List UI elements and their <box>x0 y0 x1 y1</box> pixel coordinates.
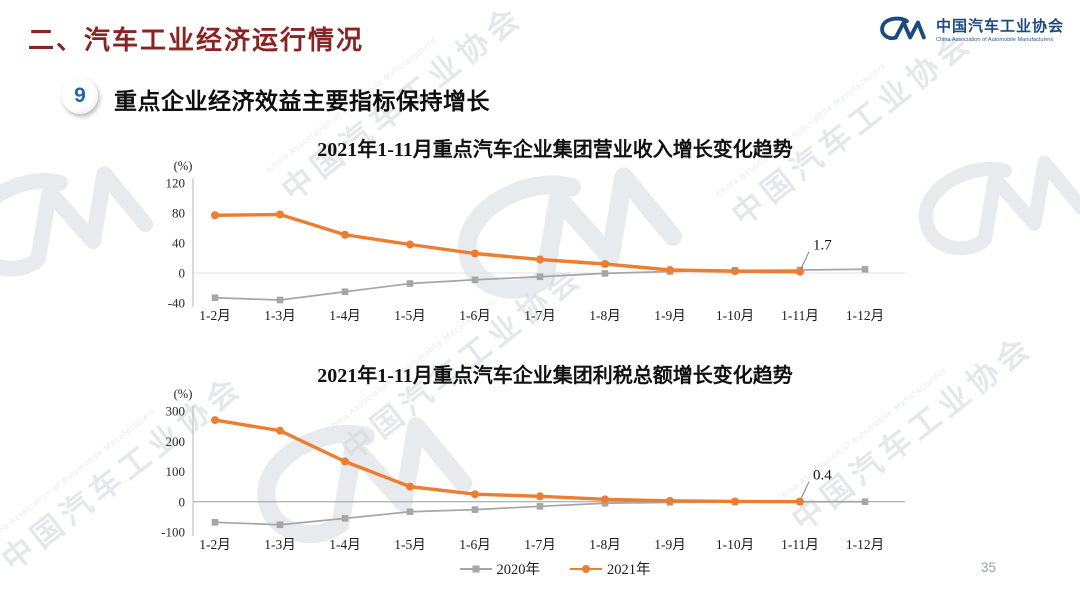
data-point <box>341 230 349 239</box>
data-point <box>796 267 804 276</box>
data-point <box>731 497 739 506</box>
data-point <box>601 260 609 268</box>
y-axis-unit-label: (%) <box>174 159 193 173</box>
y-tick-label: 300 <box>166 404 186 419</box>
y-tick-label: 0 <box>179 266 186 281</box>
org-name-cn: 中国汽车工业协会 <box>935 18 1064 35</box>
cam-cm-logo-icon <box>880 16 926 41</box>
data-point <box>341 457 349 466</box>
data-point <box>211 294 219 302</box>
x-tick-label: 1-12月 <box>846 308 884 323</box>
y-tick-label: -40 <box>168 296 185 311</box>
data-point <box>276 426 284 435</box>
x-tick-label: 1-9月 <box>654 308 686 323</box>
y-axis-unit-label: (%) <box>174 387 193 401</box>
x-tick-label: 1-3月 <box>264 537 296 552</box>
legend-label-2021: 2021年 <box>607 562 651 578</box>
x-tick-label: 1-12月 <box>846 537 884 552</box>
chart1-canvas: (%) 120 80 40 0 -40 1-2月 1-3月 1-4月 1-5月 1-6月 1-7月 1-… <box>166 159 905 323</box>
data-point <box>471 490 479 499</box>
data-point <box>536 492 544 501</box>
x-tick-label: 1-2月 <box>199 537 231 552</box>
data-point <box>211 519 219 526</box>
section-title: 二、汽车工业经济运行情况 <box>28 25 365 55</box>
data-point <box>666 266 674 274</box>
data-point <box>276 521 284 529</box>
page-number: 35 <box>981 560 997 575</box>
series-line-2021年 <box>213 212 802 274</box>
y-tick-label: 0 <box>179 494 186 509</box>
x-tick-label: 1-5月 <box>394 308 426 323</box>
data-point <box>471 249 479 258</box>
y-tick-label: 40 <box>172 236 185 251</box>
legend-marker-2020-icon <box>459 565 492 572</box>
annotation-leader-line <box>800 251 810 269</box>
data-point <box>276 296 284 304</box>
series-line-2021年 <box>213 418 802 504</box>
org-name-en: China Association of Automobile Manufact… <box>935 37 1054 43</box>
x-tick-label: 1-4月 <box>329 308 361 323</box>
data-point <box>406 482 414 491</box>
legend-label-2020: 2020年 <box>496 562 541 578</box>
legend-item-2020: 2020年 <box>459 558 541 579</box>
y-tick-label: 80 <box>172 206 185 221</box>
data-point <box>276 210 284 219</box>
data-point <box>341 515 349 522</box>
x-tick-label: 1-2月 <box>199 308 231 323</box>
x-tick-label: 1-6月 <box>459 537 491 552</box>
item-number-badge: 9 <box>62 78 98 114</box>
data-point <box>601 270 609 277</box>
x-tick-label: 1-6月 <box>459 308 491 323</box>
item-heading: 重点企业经济效益主要指标保持增长 <box>114 88 490 114</box>
x-tick-label: 1-4月 <box>329 537 361 552</box>
x-tick-label: 1-10月 <box>716 537 754 552</box>
annotation-label: 1.7 <box>813 238 832 254</box>
data-point <box>471 506 479 513</box>
data-point <box>406 240 414 249</box>
x-tick-label: 1-8月 <box>589 308 621 323</box>
legend-item-2021: 2021年 <box>570 558 651 579</box>
x-tick-label: 1-3月 <box>264 308 296 323</box>
annotation-label: 0.4 <box>813 468 832 484</box>
data-point <box>536 502 544 510</box>
data-point <box>471 276 479 284</box>
annotation-leader-line <box>800 481 810 499</box>
chart1-title: 2021年1-11月重点汽车企业集团营业收入增长变化趋势 <box>317 139 793 161</box>
data-point <box>211 211 219 220</box>
data-point <box>536 255 544 264</box>
x-tick-label: 1-9月 <box>654 537 686 552</box>
data-point <box>731 267 739 276</box>
x-tick-label: 1-10月 <box>716 308 754 323</box>
x-tick-label: 1-7月 <box>524 308 556 323</box>
cam-logo: 中国汽车工业协会 China Association of Automobile… <box>877 12 1064 46</box>
y-tick-label: -100 <box>161 525 185 540</box>
y-tick-label: 120 <box>166 176 186 191</box>
data-point <box>861 498 869 506</box>
x-tick-label: 1-7月 <box>524 537 556 552</box>
data-point <box>601 495 609 504</box>
data-point <box>406 280 414 287</box>
data-point <box>406 508 414 516</box>
y-tick-label: 200 <box>166 434 186 449</box>
data-point <box>796 497 804 506</box>
data-point <box>536 273 544 281</box>
x-tick-label: 1-5月 <box>394 537 426 552</box>
chart2-canvas: (%) 300 200 100 0 -100 1-2月 1-3月 1-4月 1-5月 1-6月 1-7… <box>161 387 905 552</box>
data-point <box>666 496 674 505</box>
x-tick-label: 1-11月 <box>781 537 819 552</box>
data-point <box>211 416 219 425</box>
x-tick-label: 1-8月 <box>589 537 621 552</box>
x-tick-label: 1-11月 <box>781 308 819 323</box>
data-point <box>341 288 349 296</box>
chart2-title: 2021年1-11月重点汽车企业集团利税总额增长变化趋势 <box>317 365 793 387</box>
y-tick-label: 100 <box>166 464 186 479</box>
legend-marker-2021-icon <box>570 564 602 573</box>
data-point <box>861 265 869 273</box>
chart-legend: 2020年 2021年 <box>150 558 960 579</box>
